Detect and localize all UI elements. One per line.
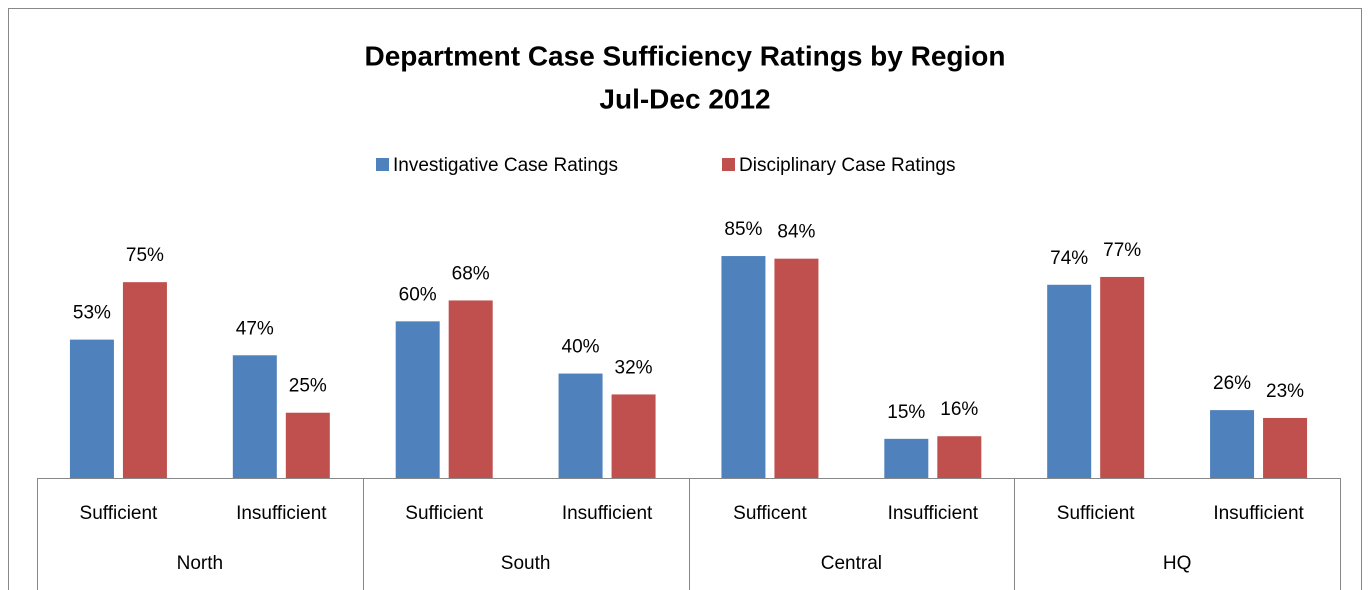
- legend-swatch: [722, 158, 735, 171]
- chart-title: Department Case Sufficiency Ratings by R…: [364, 40, 1005, 71]
- x-tick-label: Sufficient: [405, 503, 484, 524]
- x-tick-label: Insufficient: [236, 503, 327, 524]
- x-tick-label: Sufficient: [80, 503, 159, 524]
- bar: [937, 436, 982, 478]
- bar: [611, 394, 656, 478]
- data-label: 75%: [126, 245, 164, 266]
- bar: [721, 256, 766, 478]
- legend-swatch: [376, 158, 389, 171]
- data-label: 85%: [724, 219, 762, 240]
- data-label: 84%: [777, 222, 815, 243]
- bar: [448, 300, 493, 478]
- data-label: 25%: [289, 376, 327, 397]
- group-label: Central: [821, 553, 882, 574]
- x-tick-label: Sufficient: [1057, 503, 1136, 524]
- data-label: 68%: [452, 263, 490, 284]
- x-tick-label: Insufficient: [1213, 503, 1304, 524]
- bar: [774, 258, 819, 478]
- bar: [69, 339, 114, 478]
- data-label: 77%: [1103, 240, 1141, 261]
- bar: [285, 412, 330, 478]
- legend-label: Disciplinary Case Ratings: [739, 155, 955, 176]
- data-label: 60%: [399, 284, 437, 305]
- data-label: 74%: [1050, 248, 1088, 269]
- group-label: South: [501, 553, 551, 574]
- x-tick-label: Insufficient: [888, 503, 979, 524]
- data-label: 47%: [236, 318, 274, 339]
- legend-label: Investigative Case Ratings: [393, 155, 618, 176]
- bar: [1047, 284, 1092, 478]
- bar: [884, 438, 929, 478]
- chart-subtitle: Jul-Dec 2012: [599, 83, 770, 114]
- x-tick-label: Insufficient: [562, 503, 653, 524]
- bar: [122, 282, 167, 478]
- bar: [558, 373, 603, 478]
- group-label: HQ: [1163, 553, 1192, 574]
- data-label: 15%: [887, 402, 925, 423]
- bar: [395, 321, 440, 478]
- data-label: 32%: [615, 357, 653, 378]
- data-label: 53%: [73, 303, 111, 324]
- data-label: 40%: [562, 337, 600, 358]
- bar: [1100, 276, 1145, 478]
- bar: [1210, 410, 1255, 478]
- data-label: 23%: [1266, 381, 1304, 402]
- data-label: 26%: [1213, 373, 1251, 394]
- bar: [1263, 417, 1308, 478]
- x-tick-label: Sufficent: [733, 503, 807, 524]
- bar: [232, 355, 277, 478]
- group-label: North: [177, 553, 223, 574]
- data-label: 16%: [940, 399, 978, 420]
